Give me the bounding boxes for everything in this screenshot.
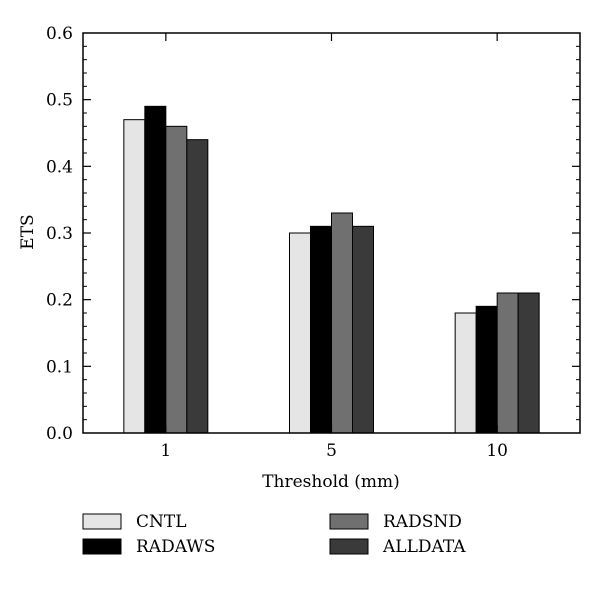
- bar-alldata: [186, 139, 209, 434]
- legend-swatch-radaws: [82, 538, 122, 555]
- bar-alldata: [517, 292, 540, 434]
- bar-cntl: [123, 119, 146, 434]
- y-tick-label: 0.5: [46, 91, 73, 111]
- y-tick-label: 0.3: [46, 224, 73, 244]
- legend: CNTL RADAWS RADSND ALLDATA: [82, 512, 466, 557]
- y-tick-label: 0.6: [46, 24, 73, 44]
- legend-label-cntl: CNTL: [136, 512, 187, 532]
- y-tick-label: 0.0: [46, 424, 73, 444]
- x-tick-label: 1: [160, 441, 171, 461]
- y-tick-label: 0.1: [46, 357, 73, 377]
- y-tick-label: 0.4: [46, 157, 73, 177]
- legend-swatch-cntl: [82, 513, 122, 530]
- bar-cntl: [289, 232, 311, 434]
- axes: 0.0 0.1 0.2 0.3 0.4 0.5 0.6 1 5 10: [46, 24, 581, 461]
- x-tick-label: 5: [326, 441, 337, 461]
- legend-label-radsnd: RADSND: [383, 512, 462, 532]
- legend-swatch-radsnd: [329, 513, 369, 530]
- y-axis-label: ETS: [18, 214, 38, 249]
- x-tick-label: 10: [486, 441, 508, 461]
- legend-swatch-alldata: [329, 538, 369, 555]
- bar-radsnd: [496, 292, 519, 434]
- legend-label-alldata: ALLDATA: [382, 537, 466, 557]
- bar-radsnd: [331, 212, 353, 434]
- plot-area: [123, 105, 540, 434]
- bar-radaws: [475, 305, 498, 434]
- bar-radaws: [310, 225, 332, 434]
- y-tick-label: 0.2: [46, 291, 73, 311]
- bar-radaws: [144, 105, 167, 434]
- bar-cntl: [454, 312, 477, 434]
- x-axis-label: Threshold (mm): [262, 472, 400, 492]
- bar-alldata: [352, 225, 374, 434]
- bar-radsnd: [165, 125, 188, 434]
- legend-label-radaws: RADAWS: [136, 537, 215, 557]
